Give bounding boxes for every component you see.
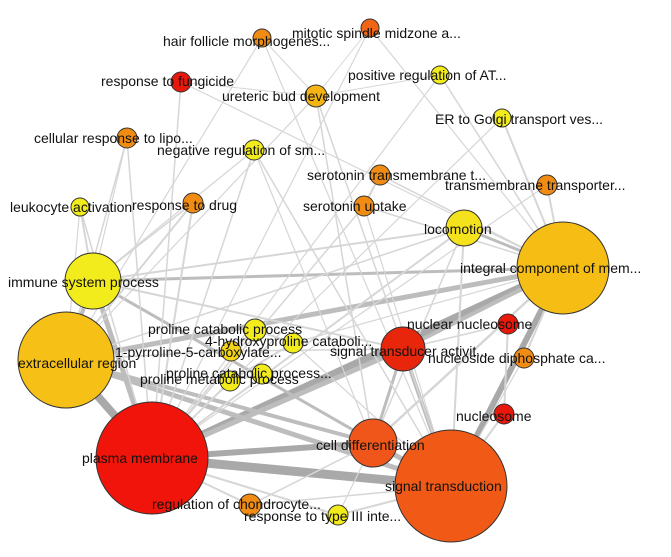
node-label-nucleosome: nucleosome [456,408,532,424]
label-layer: hair follicle morphogenes...mitotic spin… [8,25,641,524]
node-signal-transducer[interactable] [380,326,426,372]
node-hair-follicle[interactable] [252,28,272,48]
node-label-hydroxyproline: 4-hydroxyproline cataboli... [205,333,372,349]
node-proline-metabolic[interactable] [219,370,241,392]
node-label-proline-metabolic: proline metabolic process [140,371,299,387]
node-locomotion[interactable] [445,209,483,247]
node-label-hair-follicle: hair follicle morphogenes... [163,33,330,49]
edge-positive_regulation_at-ureteric_bud [315,74,441,97]
node-label-proline-catabolic-2: proline catabolic process... [166,365,332,381]
node-label-positive-regulation-at: positive regulation of AT... [348,67,507,83]
edge-negative_regulation_sm-signal_transduction [253,149,452,487]
edge-locomotion-extracellular_region [65,227,465,361]
edge-mitotic_spindle-ureteric_bud [315,27,371,97]
node-hydroxyproline[interactable] [282,332,304,354]
node-extracellular-region[interactable] [17,311,115,409]
edge-integral_component-immune_system [91,266,565,283]
node-label-mitotic-spindle: mitotic spindle midzone a... [292,25,461,41]
node-serotonin-uptake[interactable] [353,195,375,217]
edge-hair_follicle-signal_transduction [261,37,452,487]
edge-positive_regulation_at-plasma_membrane [151,74,441,459]
edge-ureteric_bud-cell_differentiation [315,95,374,444]
node-signal-transduction[interactable] [394,429,508,543]
node-nucleosome[interactable] [493,403,515,425]
node-label-signal-transduction: signal transduction [385,478,502,494]
node-nucleoside-diphosphate[interactable] [513,347,535,369]
node-plasma-membrane[interactable] [95,401,209,515]
node-mitotic-spindle[interactable] [360,18,380,38]
node-label-serotonin-uptake: serotonin uptake [303,198,407,214]
edge-immune_system-locomotion [92,227,465,282]
node-positive-regulation-at[interactable] [430,65,450,85]
node-label-leukocyte-activation: leukocyte activation [10,199,132,215]
node-immune-system[interactable] [64,252,122,310]
edge-response_fungicide-ureteric_bud [180,81,317,97]
edge-proline_metabolic-hydroxyproline [229,342,294,382]
edge-locomotion-plasma_membrane [151,227,465,459]
node-label-extracellular-region: extracellular region [18,355,136,371]
node-label-nucleoside-diphosphate: nucleoside diphosphate ca... [428,350,605,366]
edge-hair_follicle-ureteric_bud [261,37,317,97]
node-response-drug[interactable] [182,192,204,214]
node-proline-catabolic[interactable] [243,318,267,342]
node-label-pyrroline: 1-pyrroline-5-carboxylate... [115,344,282,360]
node-label-proline-catabolic: proline catabolic process [148,321,302,337]
node-label-integral-component: integral component of mem... [460,260,641,276]
node-response-type-iii[interactable] [327,504,349,526]
node-regulation-chondrocyte[interactable] [238,493,262,517]
node-nuclear-nucleosome[interactable] [497,313,519,335]
node-label-cell-differentiation: cell differentiation [316,437,425,453]
node-label-locomotion: locomotion [424,221,492,237]
node-ureteric-bud[interactable] [304,84,328,108]
node-er-golgi[interactable] [492,108,512,128]
edge-extracellular_region-integral_component [63,265,566,363]
node-cellular-response-lipo[interactable] [116,127,138,149]
edge-extracellular_region-cell_differentiation [64,358,375,445]
node-label-nuclear-nucleosome: nuclear nucleosome [407,316,533,332]
node-cell-differentiation[interactable] [348,418,398,468]
node-pyrroline[interactable] [220,340,242,362]
edge-signal_transducer-immune_system [92,280,404,350]
node-label-regulation-chondrocyte: regulation of chondrocyte... [152,496,321,512]
edge-hydroxyproline-integral_component [292,267,564,344]
node-label-immune-system: immune system process [8,274,159,290]
edge-negative_regulation_sm-immune_system [92,149,255,282]
node-leukocyte-activation[interactable] [70,197,90,217]
node-label-transmembrane-transporter: transmembrane transporter... [445,177,626,193]
node-proline-catabolic-2[interactable] [251,363,273,385]
node-label-plasma-membrane: plasma membrane [82,450,198,466]
node-label-signal-transducer: signal transducer activit... [330,343,488,359]
node-layer [17,18,610,543]
edge-er_golgi-plasma_membrane [151,117,503,459]
node-serotonin-transmembrane[interactable] [369,164,391,186]
edge-nuclear_nucleosome-nucleosome [503,323,509,415]
edge-mitotic_spindle-integral_component [369,27,564,269]
edge-ureteric_bud-signal_transduction [315,95,452,487]
node-label-response-fungicide: response to fungicide [101,73,234,89]
node-integral-component[interactable] [516,221,610,315]
node-negative-regulation-sm[interactable] [243,139,265,161]
node-transmembrane-transporter[interactable] [536,174,558,196]
node-label-serotonin-transmembrane: serotonin transmembrane t... [307,167,486,183]
edge-mitotic_spindle-plasma_membrane [151,27,371,459]
node-label-cellular-response-lipo: cellular response to lipo... [34,130,193,146]
node-label-response-type-iii: response to type III inte... [244,508,401,524]
edge-response_fungicide-plasma_membrane [151,81,182,459]
node-label-er-golgi: ER to Golgi transport ves... [435,111,603,127]
edge-negative_regulation_sm-cell_differentiation [253,149,374,444]
node-label-negative-regulation-sm: negative regulation of sm... [157,142,325,158]
node-label-response-drug: response to drug [132,197,237,213]
edge-pyrroline-signal_transducer [230,348,404,352]
node-label-ureteric-bud: ureteric bud development [222,88,380,104]
edge-ureteric_bud-extracellular_region [65,95,317,361]
node-response-fungicide[interactable] [170,71,192,93]
